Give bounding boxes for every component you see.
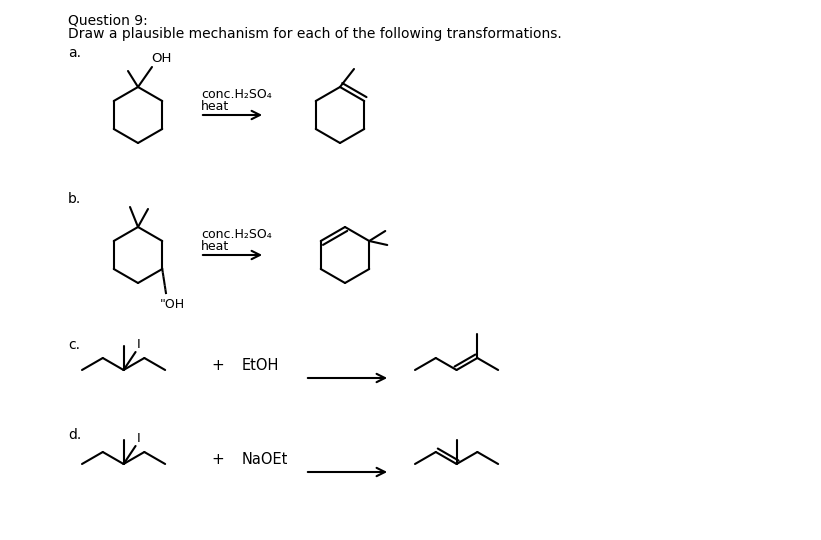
Text: I: I	[136, 432, 140, 445]
Text: c.: c.	[68, 338, 80, 352]
Text: I: I	[136, 338, 140, 351]
Text: +: +	[212, 452, 224, 467]
Text: Draw a plausible mechanism for each of the following transformations.: Draw a plausible mechanism for each of t…	[68, 27, 562, 41]
Text: d.: d.	[68, 428, 81, 442]
Text: conc.H₂SO₄: conc.H₂SO₄	[201, 88, 272, 101]
Text: OH: OH	[151, 52, 172, 65]
Text: +: +	[212, 358, 224, 373]
Text: Question 9:: Question 9:	[68, 13, 148, 27]
Text: heat: heat	[201, 240, 229, 253]
Text: a.: a.	[68, 46, 81, 60]
Text: b.: b.	[68, 192, 81, 206]
Text: EtOH: EtOH	[242, 358, 279, 373]
Text: NaOEt: NaOEt	[242, 452, 288, 467]
Text: heat: heat	[201, 100, 229, 113]
Text: conc.H₂SO₄: conc.H₂SO₄	[201, 228, 272, 241]
Text: "OH: "OH	[160, 298, 186, 311]
